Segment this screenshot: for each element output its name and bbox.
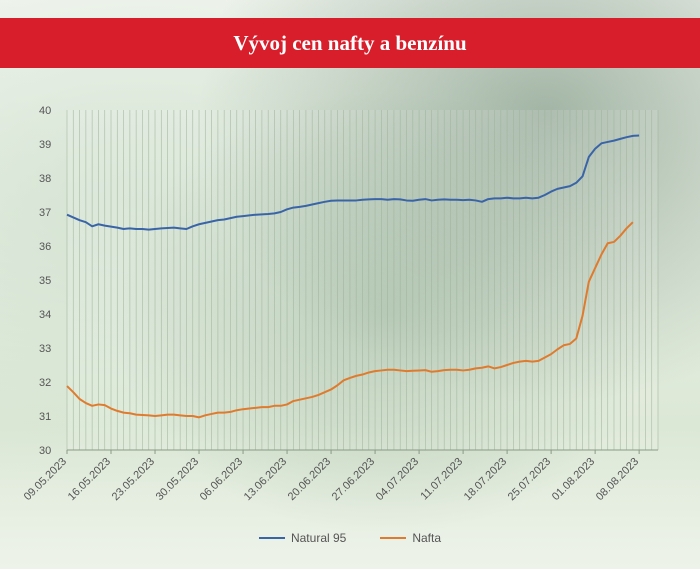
- x-tick-label: 18.07.2023: [462, 456, 509, 503]
- x-tick-label: 08.08.2023: [594, 456, 641, 503]
- legend-item-nafta: Nafta: [380, 531, 441, 545]
- series-line-nafta: [66, 221, 634, 419]
- legend: Natural 95 Nafta: [0, 528, 700, 548]
- x-axis: 09.05.202316.05.202323.05.202330.05.2023…: [22, 449, 658, 503]
- y-tick-label: 37: [39, 207, 51, 219]
- chart-title: Vývoj cen nafty a benzínu: [233, 30, 467, 55]
- y-tick-label: 36: [39, 241, 51, 253]
- x-tick-label: 23.05.2023: [110, 456, 157, 503]
- legend-item-natural: Natural 95: [258, 531, 347, 545]
- x-tick-label: 06.06.2023: [198, 456, 245, 503]
- x-tick-label: 30.05.2023: [154, 456, 201, 503]
- x-tick-label: 04.07.2023: [374, 456, 421, 503]
- y-tick-label: 32: [39, 377, 51, 389]
- y-tick-label: 34: [39, 309, 51, 321]
- x-tick-label: 11.07.2023: [418, 456, 465, 503]
- y-tick-label: 33: [39, 343, 51, 355]
- x-tick-label: 01.08.2023: [550, 456, 597, 503]
- y-axis: 30 31 32 33 34 35 36 37 38 39 40: [39, 105, 51, 457]
- legend-swatch-nafta: [380, 537, 407, 539]
- title-banner: Vývoj cen nafty a benzínu: [0, 18, 700, 68]
- series-line-natural-95: [66, 134, 640, 231]
- series-layer: [66, 134, 640, 419]
- x-tick-label: 27.06.2023: [330, 456, 377, 503]
- x-tick-label: 09.05.2023: [22, 456, 69, 503]
- x-tick-label: 16.05.2023: [66, 456, 113, 503]
- legend-label-natural: Natural 95: [290, 531, 347, 545]
- y-tick-label: 31: [39, 411, 51, 423]
- x-tick-label: 25.07.2023: [506, 456, 553, 503]
- legend-label-nafta: Nafta: [412, 531, 442, 545]
- vertical-gridlines: [66, 110, 659, 450]
- y-tick-label: 35: [39, 275, 51, 287]
- y-tick-label: 30: [39, 445, 51, 457]
- y-tick-label: 40: [39, 105, 51, 117]
- x-tick-label: 20.06.2023: [286, 456, 333, 503]
- y-tick-label: 38: [39, 173, 51, 185]
- legend-swatch-natural: [258, 537, 285, 539]
- x-tick-label: 13.06.2023: [242, 456, 289, 503]
- y-tick-label: 39: [39, 139, 51, 151]
